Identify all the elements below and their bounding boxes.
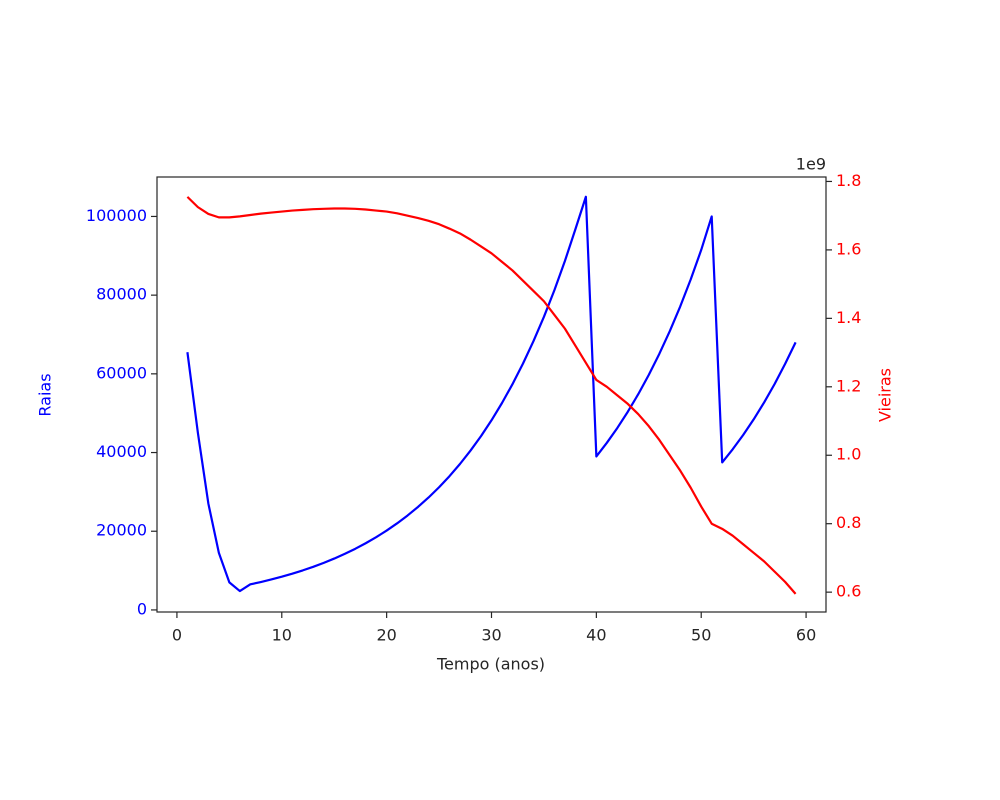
y2-tick-label: 1.6 — [836, 239, 861, 258]
x-axis-label: Tempo (anos) — [436, 655, 545, 674]
x-tick-label: 20 — [376, 626, 396, 645]
y2-tick-label: 1.0 — [836, 445, 861, 464]
y2-tick-label: 1.2 — [836, 376, 861, 395]
x-tick-label: 60 — [796, 626, 816, 645]
y2-tick-label: 0.6 — [836, 582, 861, 601]
x-tick-label: 30 — [481, 626, 501, 645]
y-axis-label: Raias — [36, 373, 55, 416]
y2-axis-label: Vieiras — [876, 368, 895, 422]
y-tick-label: 60000 — [96, 363, 147, 382]
y-tick-label: 20000 — [96, 521, 147, 540]
x-tick-label: 10 — [272, 626, 292, 645]
x-tick-label: 40 — [586, 626, 606, 645]
y-tick-label: 80000 — [96, 285, 147, 304]
plot-frame — [156, 176, 827, 613]
y2-tick-label: 1.8 — [836, 171, 861, 190]
y2-offset-label: 1e9 — [796, 155, 826, 174]
y-tick-label: 40000 — [96, 442, 147, 461]
y2-tick-label: 1.4 — [836, 308, 861, 327]
x-tick-label: 0 — [172, 626, 182, 645]
y-tick-label: 0 — [137, 599, 147, 618]
y-tick-label: 100000 — [86, 206, 147, 225]
series-line — [186, 196, 797, 595]
series-line — [186, 195, 797, 593]
y2-tick-label: 0.8 — [836, 513, 861, 532]
x-tick-label: 50 — [691, 626, 711, 645]
